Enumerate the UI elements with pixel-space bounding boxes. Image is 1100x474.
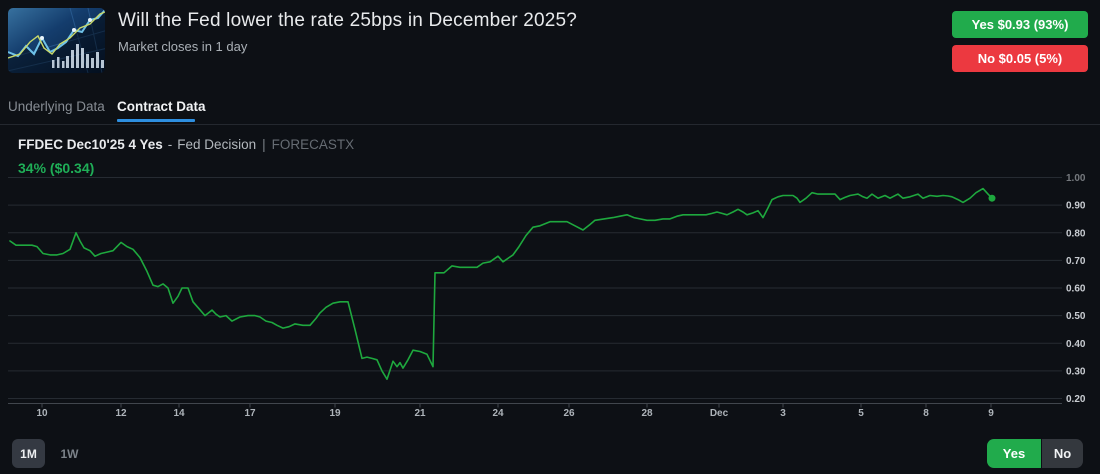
x-axis-label: 17 [244, 408, 256, 419]
x-axis-label: 21 [414, 408, 426, 419]
x-axis-label: 24 [492, 408, 504, 419]
page-title: Will the Fed lower the rate 25bps in Dec… [118, 10, 578, 31]
contract-symbol: FFDEC Dec10'25 4 Yes [18, 137, 163, 152]
x-axis-label: Dec [710, 408, 729, 419]
active-tab-indicator [117, 119, 195, 122]
price-line [9, 187, 993, 381]
trade-no-button[interactable]: No [1042, 439, 1083, 468]
x-axis-label: 8 [923, 408, 929, 419]
trade-yes-button[interactable]: Yes [987, 439, 1041, 468]
contract-pipe-separator: | [262, 137, 266, 152]
y-axis-label: 0.90 [1066, 201, 1086, 212]
x-axis-label: 10 [36, 408, 48, 419]
market-thumbnail [8, 8, 105, 73]
x-axis-label: 19 [329, 408, 341, 419]
x-axis-label: 3 [780, 408, 786, 419]
y-axis-label: 0.60 [1066, 284, 1086, 295]
market-thumbnail-image [8, 8, 105, 73]
no-price-button[interactable]: No $0.05 (5%) [952, 45, 1088, 72]
y-axis-label: 0.70 [1066, 256, 1086, 267]
y-axis-label: 0.40 [1066, 339, 1086, 350]
contract-header: FFDEC Dec10'25 4 Yes - Fed Decision | FORECA… [18, 137, 354, 152]
yes-price-button[interactable]: Yes $0.93 (93%) [952, 11, 1088, 38]
last-price-dot [988, 194, 996, 202]
range-1m-button[interactable]: 1M [12, 439, 45, 468]
x-axis-label: 26 [563, 408, 575, 419]
contract-name: Fed Decision [177, 137, 257, 152]
x-axis-label: 28 [641, 408, 653, 419]
y-axis-label: 0.20 [1066, 394, 1086, 405]
tab-underlying-data[interactable]: Underlying Data [8, 99, 105, 114]
tabs-divider [0, 124, 1100, 125]
market-close-status: Market closes in 1 day [118, 39, 248, 54]
x-axis-label: 12 [115, 408, 127, 419]
x-axis-label: 5 [858, 408, 864, 419]
y-axis-label: 0.80 [1066, 228, 1086, 239]
tab-contract-data[interactable]: Contract Data [117, 99, 206, 114]
range-1w-button[interactable]: 1W [53, 439, 86, 468]
y-axis-label: 0.30 [1066, 366, 1086, 377]
x-axis-label: 9 [988, 408, 994, 419]
y-axis-label: 1.00 [1066, 173, 1086, 184]
x-axis-label: 14 [173, 408, 185, 419]
contract-separator: - [167, 137, 173, 152]
price-change-label: 34% ($0.34) [18, 160, 95, 176]
contract-exchange: FORECASTX [271, 137, 355, 152]
y-axis-label: 0.50 [1066, 311, 1086, 322]
